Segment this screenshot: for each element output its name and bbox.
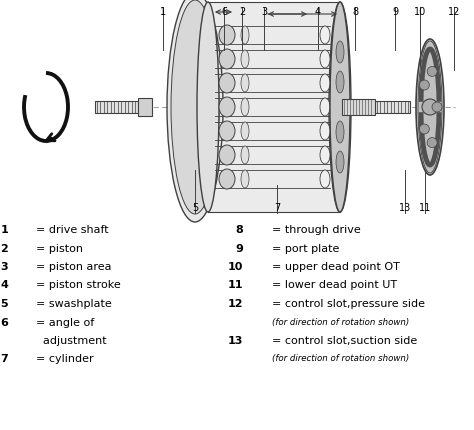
Text: = piston area: = piston area — [36, 262, 111, 272]
Text: 3: 3 — [261, 7, 267, 17]
Text: 12: 12 — [228, 299, 243, 309]
Text: 3: 3 — [0, 262, 8, 272]
Ellipse shape — [219, 169, 235, 189]
Text: 1: 1 — [160, 7, 166, 17]
Ellipse shape — [320, 50, 330, 68]
Ellipse shape — [219, 97, 235, 117]
Ellipse shape — [241, 50, 249, 68]
Ellipse shape — [329, 2, 351, 212]
Ellipse shape — [219, 121, 235, 141]
Ellipse shape — [241, 26, 249, 44]
Text: = angle of: = angle of — [36, 317, 94, 328]
Text: 9: 9 — [235, 243, 243, 254]
Ellipse shape — [241, 98, 249, 116]
Bar — [208, 2, 340, 212]
Text: (for direction of rotation shown): (for direction of rotation shown) — [272, 354, 409, 363]
Text: 9: 9 — [392, 7, 398, 17]
Text: = control slot,pressure side: = control slot,pressure side — [272, 299, 425, 309]
Ellipse shape — [219, 25, 235, 45]
Text: 7: 7 — [274, 203, 280, 213]
Ellipse shape — [336, 71, 344, 93]
Text: 13: 13 — [399, 203, 411, 213]
Ellipse shape — [320, 26, 330, 44]
Text: 4: 4 — [315, 7, 321, 17]
Text: 10: 10 — [228, 262, 243, 272]
Circle shape — [419, 124, 429, 134]
Circle shape — [427, 138, 437, 147]
Ellipse shape — [416, 39, 444, 175]
Bar — [95, 101, 138, 113]
Text: 5: 5 — [0, 299, 8, 309]
Ellipse shape — [320, 146, 330, 164]
Ellipse shape — [197, 2, 219, 212]
Text: 10: 10 — [414, 7, 426, 17]
Text: = cylinder: = cylinder — [36, 354, 94, 365]
Text: = port plate: = port plate — [272, 243, 339, 254]
Text: 1: 1 — [0, 225, 8, 235]
Text: 2: 2 — [239, 7, 245, 17]
Text: 6: 6 — [0, 317, 8, 328]
Ellipse shape — [336, 151, 344, 173]
Ellipse shape — [320, 74, 330, 92]
Bar — [342, 99, 375, 115]
Ellipse shape — [219, 145, 235, 165]
Circle shape — [419, 80, 429, 90]
Text: 13: 13 — [228, 336, 243, 346]
Text: 8: 8 — [235, 225, 243, 235]
Ellipse shape — [241, 122, 249, 140]
Ellipse shape — [336, 41, 344, 63]
Ellipse shape — [320, 170, 330, 188]
Circle shape — [422, 99, 438, 115]
Ellipse shape — [219, 49, 235, 69]
Bar — [375, 101, 410, 113]
Ellipse shape — [320, 122, 330, 140]
Text: = upper dead point OT: = upper dead point OT — [272, 262, 400, 272]
Ellipse shape — [167, 0, 223, 222]
Text: = through drive: = through drive — [272, 225, 361, 235]
Ellipse shape — [171, 0, 219, 214]
Text: 11: 11 — [228, 280, 243, 291]
Bar — [138, 98, 152, 116]
Ellipse shape — [241, 74, 249, 92]
Text: (for direction of rotation shown): (for direction of rotation shown) — [272, 317, 409, 326]
Ellipse shape — [241, 170, 249, 188]
Text: 6: 6 — [221, 7, 227, 17]
Text: 2: 2 — [0, 243, 8, 254]
Ellipse shape — [418, 41, 442, 173]
Text: 7: 7 — [0, 354, 8, 365]
Text: = lower dead point UT: = lower dead point UT — [272, 280, 397, 291]
Text: = drive shaft: = drive shaft — [36, 225, 109, 235]
Text: = piston: = piston — [36, 243, 83, 254]
Text: = swashplate: = swashplate — [36, 299, 112, 309]
Text: 11: 11 — [419, 203, 431, 213]
Text: = piston stroke: = piston stroke — [36, 280, 121, 291]
Text: 5: 5 — [192, 203, 198, 213]
Ellipse shape — [336, 121, 344, 143]
Ellipse shape — [219, 73, 235, 93]
Text: 12: 12 — [448, 7, 460, 17]
Circle shape — [432, 102, 442, 112]
Text: adjustment: adjustment — [36, 336, 107, 346]
Ellipse shape — [320, 98, 330, 116]
Circle shape — [427, 66, 437, 77]
Text: 8: 8 — [352, 7, 358, 17]
Text: = control slot,suction side: = control slot,suction side — [272, 336, 417, 346]
Text: 4: 4 — [0, 280, 8, 291]
Ellipse shape — [241, 146, 249, 164]
Ellipse shape — [330, 2, 350, 212]
